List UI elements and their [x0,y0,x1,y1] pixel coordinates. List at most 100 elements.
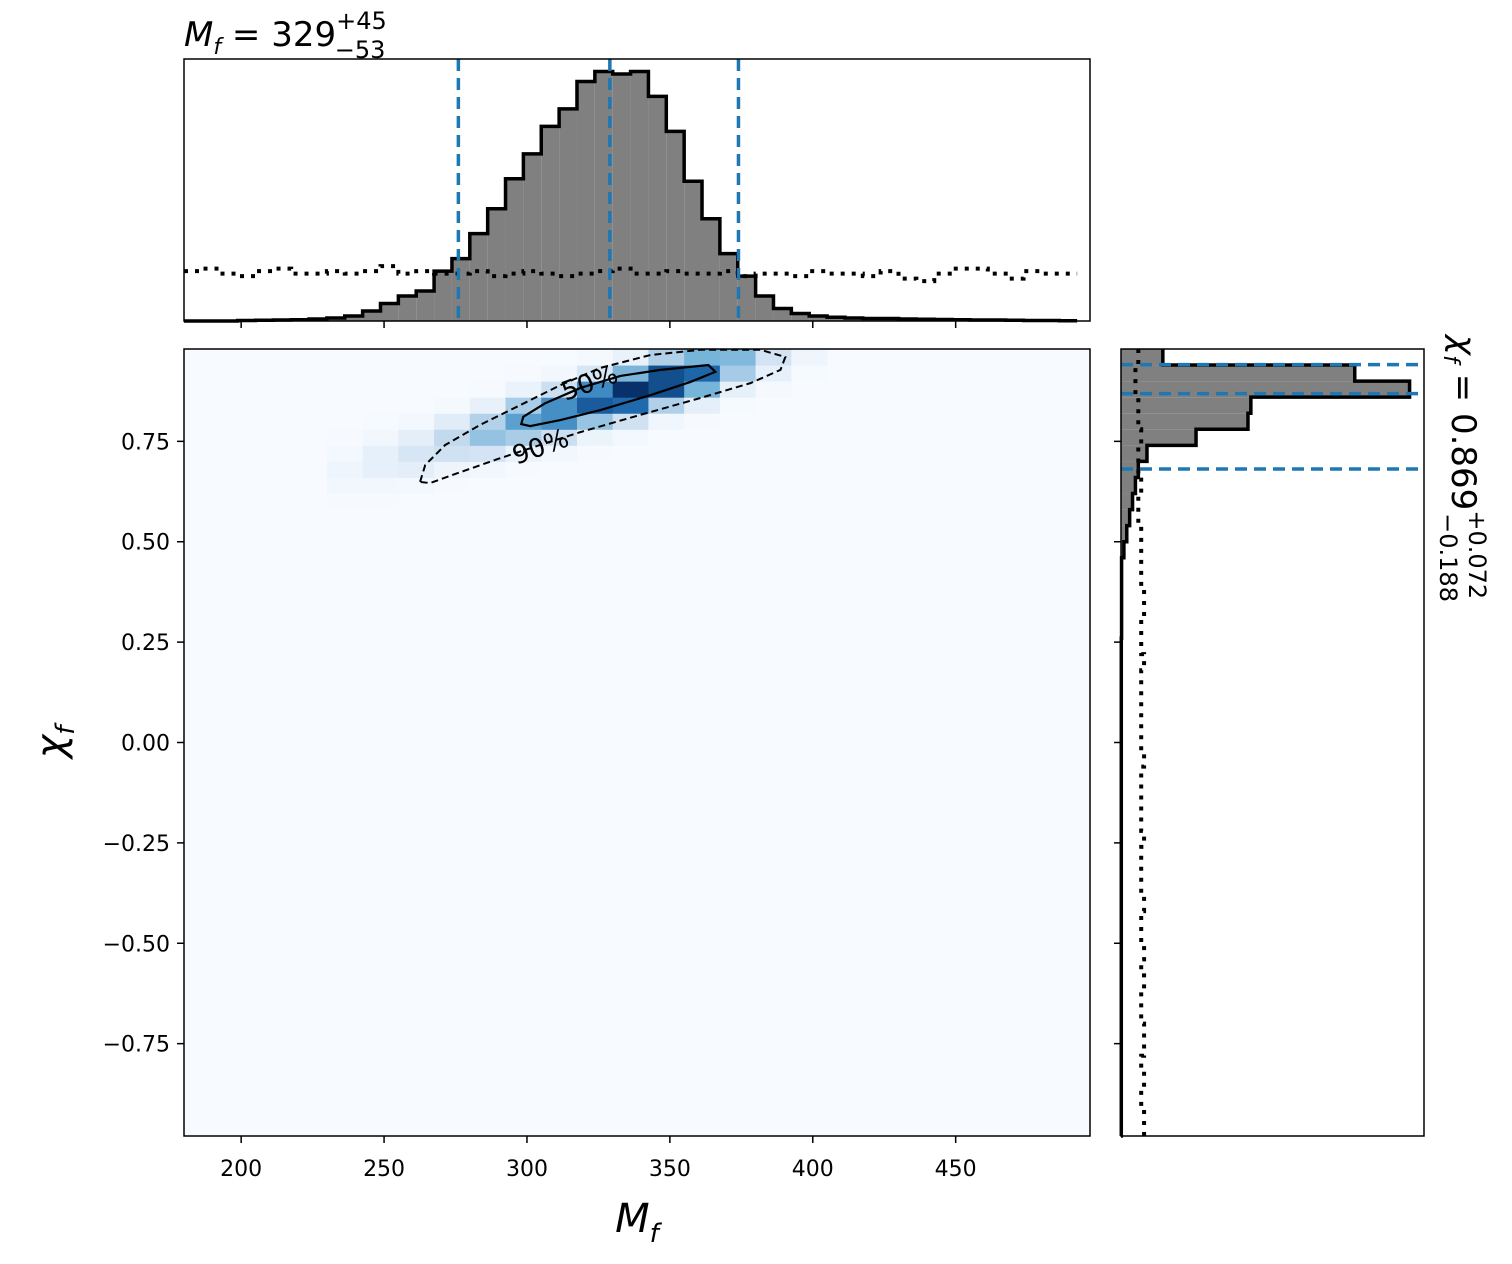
heatmap-cell [469,509,507,527]
heatmap-cell [576,413,614,430]
heatmap-cell [684,397,721,414]
heatmap-cell [505,349,542,366]
heatmap-cell [755,461,792,478]
hist-bar [648,96,667,321]
heatmap-cell [576,429,614,446]
title-plus: +45 [336,7,387,35]
heatmap-cell [434,525,471,543]
heatmap-cell [791,493,828,511]
title-value: = 329 [221,15,336,55]
panel-frame [183,58,1091,322]
heatmap-cell [398,477,435,495]
hist-bar [1121,349,1163,366]
heatmap-cell [791,381,828,398]
heatmap-cell [684,445,721,462]
heatmap-cell [648,445,685,462]
heatmap-cell [469,397,507,414]
heatmap-cell [719,493,757,511]
title-sub: f [1438,355,1463,366]
heatmap-cell [326,413,364,430]
heatmap-cell [684,525,721,543]
x-tick-label: 400 [792,1157,834,1182]
heatmap-cell [505,477,542,495]
hist-bar [702,218,720,321]
heatmap-cell [398,493,435,511]
heatmap-cell [362,445,399,462]
heatmap-cell [719,509,757,527]
heatmap-cell [755,413,792,430]
heatmap-cell [541,365,578,382]
heatmap-cell [755,525,792,543]
heatmap-cell [684,429,721,446]
x-tick-label: 350 [649,1157,691,1182]
heatmap-cell [362,381,399,398]
heatmap-cell [505,461,542,478]
heatmap-cell [612,509,649,527]
heatmap-cell [362,365,399,382]
heatmap-cell [434,429,471,446]
heatmap-cell [541,461,578,478]
heatmap-cell [541,525,578,543]
hist-bar [809,316,828,321]
heatmap-cell [398,381,435,398]
heatmap-cell [434,477,471,495]
title-symbol: M [184,15,213,55]
heatmap-cell [398,525,435,543]
heatmap-cell [755,381,792,398]
heatmap-cell [505,493,542,511]
heatmap-cell [434,461,471,478]
heatmap-cell [362,477,399,495]
heatmap-cell [576,461,614,478]
heatmap-cell [434,381,471,398]
heatmap-cell [576,349,614,366]
hist-bar [451,258,470,321]
heatmap-cell [326,477,364,495]
heatmap-cell [719,461,757,478]
y-tick-label: 0.75 [121,430,170,455]
title-value: = 0.869 [1443,363,1483,510]
heatmap-cell [398,461,435,478]
hist-bar [398,296,417,321]
heatmap-cell [398,413,435,430]
hist-bar [773,308,792,321]
heatmap-cell [434,413,471,430]
heatmap-cell [576,509,614,527]
heatmap-cell [398,509,435,527]
heatmap-cell [755,397,792,414]
hist-bar [469,233,488,321]
heatmap-cell [755,493,792,511]
hist-bar [380,303,399,321]
heatmap-cell [469,477,507,495]
hist-bar [630,71,649,321]
hist-outline [184,69,1078,323]
hist-bar [362,311,381,321]
heatmap-cell [576,445,614,462]
heatmap-cell [719,413,757,430]
heatmap-cell [755,445,792,462]
prior-line [1133,349,1147,1136]
heatmap-cell [469,365,507,382]
heatmap-cell [505,445,542,462]
y-tick-label: −0.75 [103,1033,170,1058]
hist-bar [344,316,363,321]
heatmap-cell [469,381,507,398]
label-symbol: M [615,1196,650,1242]
heatmap-cell [362,349,399,366]
heatmap-cell [719,365,757,382]
heatmap-cell [612,381,649,398]
hist-bar [737,276,756,321]
y-tick-label: −0.50 [103,932,170,957]
heatmap-cell [684,349,721,366]
title-plus: +0.072 [1463,510,1491,599]
heatmap-cell [791,445,828,462]
heatmap-cell [434,365,471,382]
heatmap-cell [326,445,364,462]
top-title: Mf = 329+45 −53 [184,7,387,64]
heatmap-cell [791,365,828,382]
heatmap-cell [362,397,399,414]
y-tick-label: 0.00 [121,732,170,757]
heatmap-cell [469,493,507,511]
hist-bar [1121,429,1197,446]
heatmap-cell [684,381,721,398]
heatmap-cell [505,429,542,446]
